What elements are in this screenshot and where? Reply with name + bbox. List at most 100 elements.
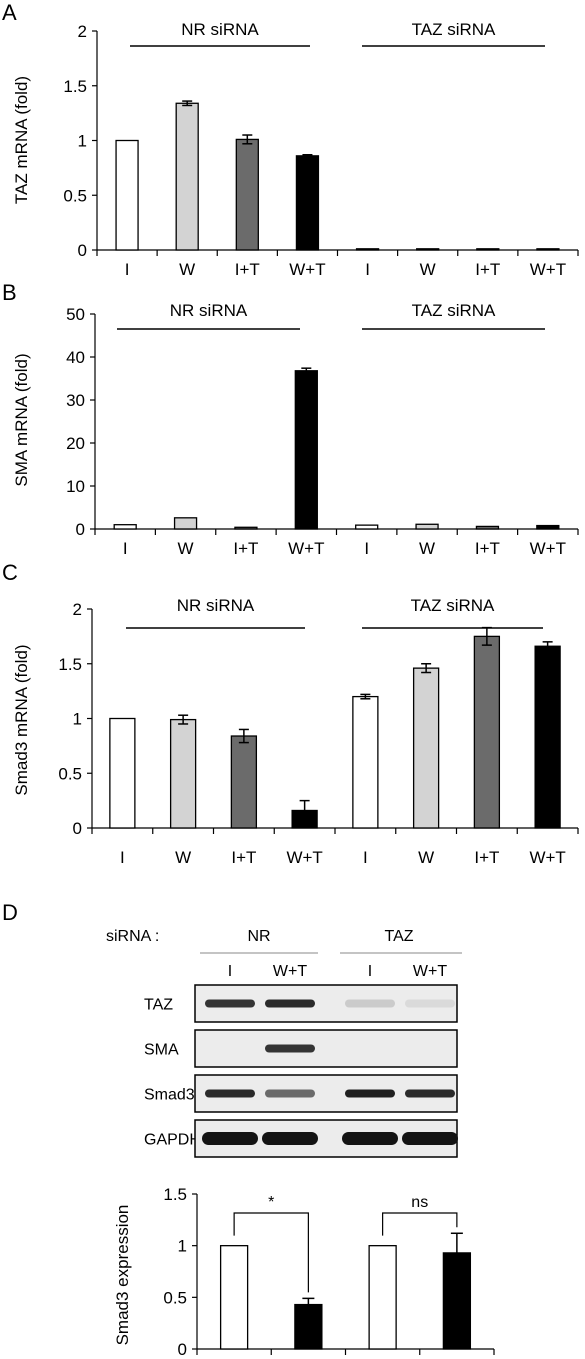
blot-sirna-label: siRNA : <box>106 928 159 945</box>
bar <box>169 718 197 829</box>
group-label: NR siRNA <box>170 301 248 320</box>
panel-a: A TAZ mRNA (fold) 0 0.5 1 1.5 2 I W I+T W+T I W I+T… <box>2 0 579 279</box>
panel-label-a: A <box>2 0 17 25</box>
category-label: W+T <box>286 848 322 867</box>
blot-group-label-taz: TAZ <box>384 928 413 945</box>
panel-b: B SMA mRNA (fold) 0 10 20 30 40 50 I W I+T W+T I W I… <box>2 280 579 558</box>
bar <box>109 717 136 829</box>
y-tick-label: 0.5 <box>58 764 82 783</box>
significance-label: * <box>268 1194 274 1211</box>
group-label: TAZ siRNA <box>412 20 496 39</box>
y-tick-label: 2 <box>73 600 82 619</box>
plot-area-a: 0 0.5 1 1.5 2 I W I+T W+T I W I+T W+T NR siRNA TAZ siR… <box>63 20 579 279</box>
bar <box>475 525 500 530</box>
category-label: W <box>418 848 434 867</box>
y-tick-label: 1 <box>78 132 87 151</box>
y-tick-label: 10 <box>66 477 85 496</box>
blot-band <box>265 999 315 1008</box>
blot-band <box>265 1044 315 1053</box>
category-label: I <box>363 848 368 867</box>
bar <box>175 102 199 251</box>
panel-d: D siRNA : NR TAZ I W+T I W+T TAZ SMA Smad3… <box>2 900 495 1359</box>
bar <box>173 517 198 530</box>
panel-label-d: D <box>2 900 18 925</box>
category-label: I+T <box>231 848 256 867</box>
y-tick-label: 40 <box>66 348 85 367</box>
bar <box>536 524 560 530</box>
blot-group-label-nr: NR <box>247 928 270 945</box>
category-label: I+T <box>475 539 500 558</box>
bar <box>473 635 501 829</box>
category-label: W+T <box>530 539 566 558</box>
y-tick-label: 50 <box>66 305 85 324</box>
bar <box>355 248 380 251</box>
category-label: W+T <box>529 848 565 867</box>
bar <box>235 138 259 251</box>
plot-area-d: 0 0.5 1 1.5 * ns <box>163 1185 495 1359</box>
blot-band <box>405 1089 455 1098</box>
y-tick-label: 1.5 <box>63 77 87 96</box>
category-label: I+T <box>474 848 499 867</box>
blot-band <box>262 1132 318 1145</box>
blot-strip <box>194 1029 458 1068</box>
y-tick-label: 30 <box>66 391 85 410</box>
bar <box>368 1245 397 1350</box>
bar <box>230 735 258 829</box>
y-tick-label: 1.5 <box>163 1185 187 1204</box>
bar <box>355 524 379 530</box>
y-tick-label: 0 <box>73 819 82 838</box>
category-label: I <box>364 539 369 558</box>
significance-bracket <box>382 1212 458 1236</box>
plot-area-c: 0 0.5 1 1.5 2 I W I+T W+T I W I+T W+T NR siRNA TAZ siR… <box>58 596 579 867</box>
category-label: W <box>175 848 191 867</box>
category-label: W+T <box>288 539 324 558</box>
category-label: W+T <box>289 260 325 279</box>
blot-band <box>405 999 455 1008</box>
y-tick-label: 0 <box>76 520 85 539</box>
blot-band <box>205 999 255 1008</box>
group-label: NR siRNA <box>181 20 259 39</box>
blot-lane-label: I <box>368 963 372 980</box>
category-label: W <box>178 539 194 558</box>
bar <box>234 526 258 530</box>
y-axis-label-d: Smad3 expression <box>113 1205 132 1346</box>
blot-lane-label: W+T <box>413 963 447 980</box>
panel-label-b: B <box>2 280 17 305</box>
group-label: NR siRNA <box>177 596 255 615</box>
blot-band <box>345 999 395 1008</box>
blot-band <box>402 1132 458 1145</box>
y-axis-label-c: Smad3 mRNA (fold) <box>12 644 31 795</box>
bar <box>415 523 439 530</box>
category-label: I+T <box>475 260 500 279</box>
category-label: I <box>365 260 370 279</box>
blot-band <box>342 1132 398 1145</box>
blot-band <box>205 1089 255 1098</box>
bar <box>416 248 440 251</box>
bar <box>294 1303 323 1350</box>
blot-band <box>265 1089 315 1098</box>
category-label: I <box>123 539 128 558</box>
y-axis-label-a: TAZ mRNA (fold) <box>12 76 31 204</box>
category-label: I+T <box>235 260 260 279</box>
category-label: I <box>125 260 130 279</box>
blot-row-label: TAZ <box>144 997 173 1014</box>
bar <box>294 370 318 530</box>
y-tick-label: 1.5 <box>58 655 82 674</box>
blot-lane-label: W+T <box>273 963 307 980</box>
blot-lane-label: I <box>228 963 232 980</box>
bar <box>115 139 139 251</box>
significance-bracket <box>233 1212 309 1293</box>
bar <box>219 1245 249 1350</box>
y-tick-label: 0 <box>78 241 87 260</box>
y-tick-label: 0.5 <box>63 186 87 205</box>
panel-label-c: C <box>2 560 18 585</box>
bar <box>352 695 379 829</box>
bar <box>442 1252 472 1350</box>
blot-row-label: SMA <box>144 1042 179 1059</box>
bar <box>476 248 500 251</box>
category-label: W <box>179 260 195 279</box>
y-axis-label-b: SMA mRNA (fold) <box>12 353 31 486</box>
y-tick-label: 20 <box>66 434 85 453</box>
category-label: W+T <box>530 260 566 279</box>
